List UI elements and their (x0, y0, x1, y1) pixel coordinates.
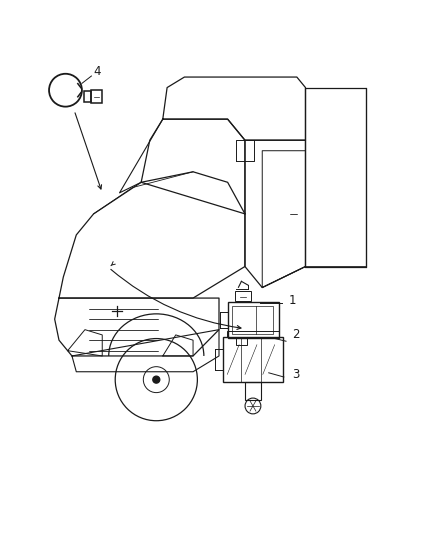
Bar (245, 382, 261, 400)
Bar (223, 337, 283, 382)
Text: 4: 4 (94, 65, 101, 78)
Bar (227, 331, 279, 337)
Bar (236, 337, 247, 345)
Text: 3: 3 (293, 368, 300, 381)
Bar (236, 291, 251, 301)
Bar (92, 90, 102, 103)
Bar (228, 302, 279, 337)
Bar (84, 91, 92, 102)
Circle shape (153, 376, 160, 383)
Text: 1: 1 (288, 294, 296, 307)
Text: 2: 2 (293, 328, 300, 342)
Bar (232, 306, 273, 334)
